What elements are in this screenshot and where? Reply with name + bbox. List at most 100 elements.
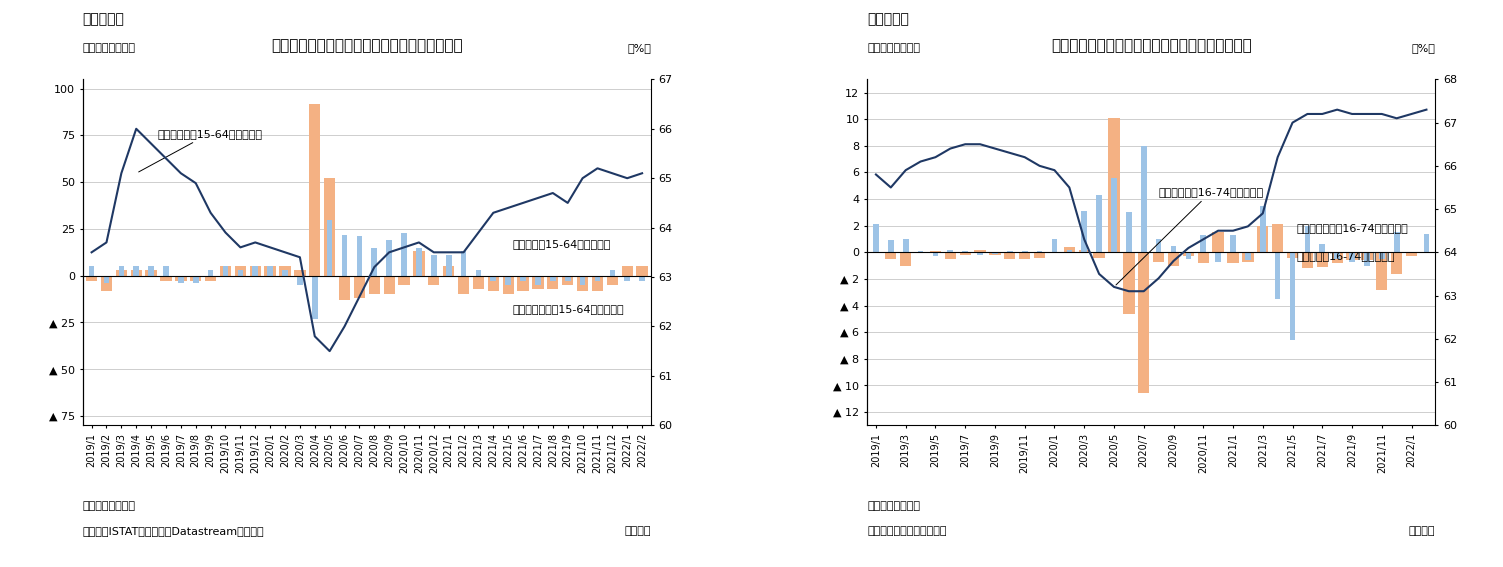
- Bar: [1034, 252, 1045, 257]
- Bar: [443, 266, 454, 276]
- Bar: [505, 276, 511, 285]
- Bar: [461, 251, 466, 276]
- Bar: [592, 276, 603, 291]
- Bar: [325, 179, 335, 276]
- Bar: [458, 276, 469, 294]
- Bar: [401, 232, 407, 276]
- Bar: [622, 266, 633, 276]
- Bar: [134, 266, 140, 276]
- Bar: [1229, 235, 1235, 252]
- Bar: [888, 240, 894, 252]
- Bar: [1260, 206, 1266, 252]
- Bar: [992, 252, 998, 253]
- Bar: [490, 276, 496, 281]
- Bar: [1290, 252, 1296, 340]
- Bar: [280, 266, 290, 276]
- Bar: [1022, 251, 1028, 252]
- Text: 労働参加率（15-64才、右軸）: 労働参加率（15-64才、右軸）: [138, 129, 262, 172]
- Bar: [1186, 252, 1192, 259]
- Bar: [368, 276, 380, 294]
- Bar: [624, 276, 630, 281]
- Bar: [595, 276, 600, 281]
- Text: （前月差、万人）: （前月差、万人）: [867, 44, 920, 53]
- Bar: [1257, 226, 1269, 252]
- Bar: [1183, 252, 1193, 256]
- Bar: [131, 270, 141, 276]
- Bar: [1141, 146, 1147, 252]
- Text: （%）: （%）: [627, 44, 651, 53]
- Bar: [428, 276, 439, 285]
- Bar: [386, 240, 392, 276]
- Bar: [416, 248, 422, 276]
- Bar: [962, 251, 968, 252]
- Bar: [338, 276, 350, 300]
- Text: （%）: （%）: [1411, 44, 1435, 53]
- Bar: [1272, 225, 1284, 252]
- Bar: [918, 251, 923, 252]
- Bar: [487, 276, 499, 291]
- Bar: [101, 276, 113, 291]
- Bar: [268, 266, 274, 276]
- Bar: [398, 276, 410, 285]
- Bar: [222, 266, 228, 276]
- Bar: [1317, 252, 1329, 267]
- Bar: [310, 104, 320, 276]
- Bar: [219, 266, 231, 276]
- Bar: [413, 251, 424, 276]
- Bar: [1037, 251, 1043, 252]
- Bar: [383, 276, 395, 294]
- Bar: [1350, 252, 1354, 261]
- Bar: [974, 249, 986, 252]
- Bar: [547, 276, 559, 289]
- Text: 労働参加率（16-74才、右軸）: 労働参加率（16-74才、右軸）: [1115, 187, 1264, 285]
- Text: 失業者数（16-74才）の変化: 失業者数（16-74才）の変化: [1297, 251, 1395, 261]
- Bar: [607, 276, 618, 285]
- Bar: [1108, 118, 1120, 252]
- Bar: [1111, 178, 1117, 252]
- Text: 非労働者人口（15-64才）の変化: 非労働者人口（15-64才）の変化: [513, 304, 624, 314]
- Bar: [1198, 252, 1208, 263]
- Bar: [1096, 195, 1102, 252]
- Bar: [1081, 211, 1087, 252]
- Bar: [356, 236, 362, 276]
- Text: イタリアの失業者・非労働力人口・労働参加率: イタリアの失業者・非労働力人口・労働参加率: [271, 39, 463, 53]
- Bar: [580, 276, 585, 285]
- Bar: [1213, 232, 1223, 252]
- Bar: [532, 276, 544, 289]
- Bar: [1138, 252, 1150, 393]
- Bar: [947, 249, 953, 252]
- Bar: [577, 276, 588, 291]
- Bar: [1228, 252, 1238, 263]
- Bar: [189, 276, 201, 281]
- Bar: [234, 266, 246, 276]
- Bar: [959, 252, 971, 255]
- Text: （前月差、万人）: （前月差、万人）: [83, 44, 135, 53]
- Bar: [283, 270, 289, 276]
- Bar: [1156, 239, 1162, 252]
- Bar: [1362, 252, 1372, 260]
- Text: 失業者数（15-64才）の変化: 失業者数（15-64才）の変化: [513, 239, 610, 249]
- Bar: [249, 266, 262, 276]
- Bar: [1216, 252, 1220, 261]
- Bar: [550, 276, 556, 281]
- Bar: [517, 276, 529, 291]
- Bar: [930, 251, 941, 252]
- Text: （資料）ポルトガル統計局: （資料）ポルトガル統計局: [867, 526, 947, 536]
- Text: ポルトガルの失業者・非労働力人口・労働参加率: ポルトガルの失業者・非労働力人口・労働参加率: [1051, 39, 1252, 53]
- Bar: [1007, 251, 1013, 252]
- Bar: [502, 276, 514, 294]
- Bar: [177, 276, 183, 283]
- Bar: [341, 235, 347, 276]
- Bar: [1332, 252, 1342, 263]
- Bar: [298, 276, 302, 285]
- Bar: [562, 276, 573, 285]
- Bar: [639, 276, 645, 281]
- Bar: [1201, 235, 1205, 252]
- Bar: [353, 276, 365, 298]
- Bar: [1393, 232, 1399, 252]
- Bar: [89, 266, 95, 276]
- Bar: [431, 255, 437, 276]
- Bar: [1067, 249, 1072, 252]
- Bar: [237, 270, 243, 276]
- Bar: [1168, 252, 1180, 265]
